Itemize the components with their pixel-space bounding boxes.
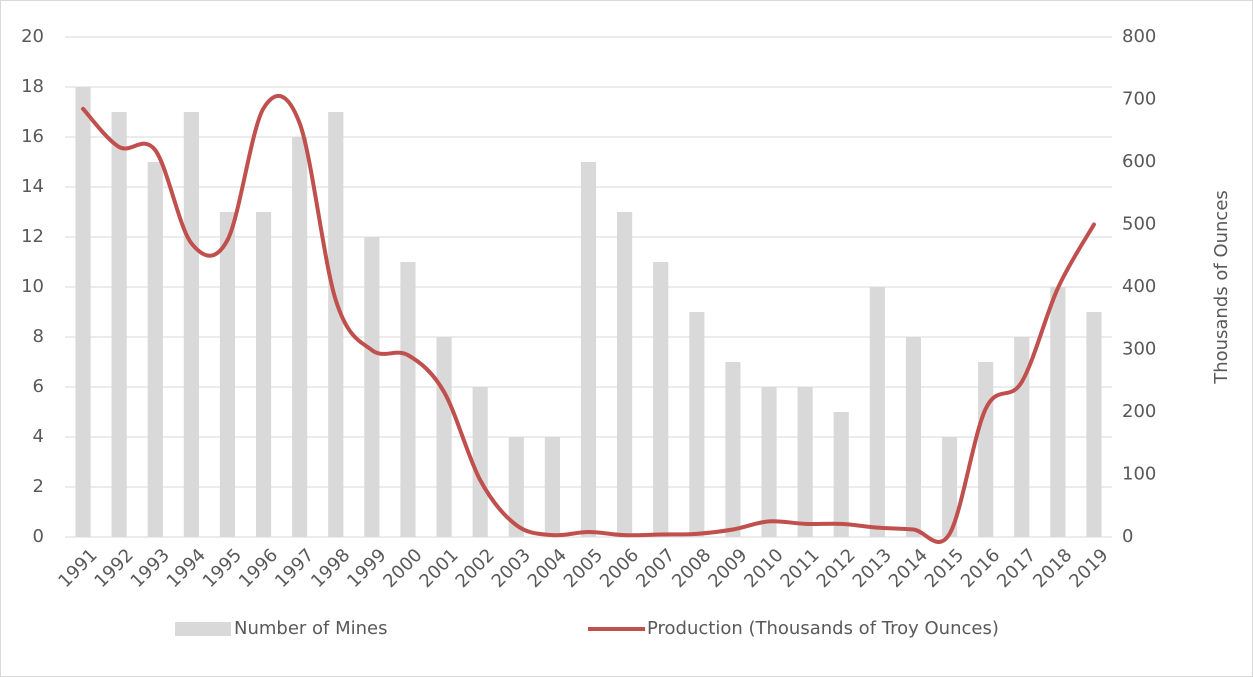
bar bbox=[617, 212, 633, 537]
bar bbox=[869, 287, 885, 537]
bar bbox=[653, 262, 669, 537]
y-tick-label: 2 bbox=[33, 476, 44, 497]
bar bbox=[1050, 287, 1066, 537]
y2-tick-label: 600 bbox=[1122, 151, 1156, 172]
y-tick-label: 10 bbox=[21, 276, 44, 297]
bar bbox=[580, 162, 597, 537]
bar bbox=[1086, 312, 1102, 537]
bar bbox=[292, 137, 308, 537]
y-tick-label: 6 bbox=[33, 376, 44, 397]
y2-tick-label: 400 bbox=[1122, 276, 1156, 297]
y-tick-label: 0 bbox=[33, 526, 44, 547]
y-tick-label: 16 bbox=[21, 126, 44, 147]
y-tick-label: 14 bbox=[21, 176, 44, 197]
y2-tick-label: 100 bbox=[1122, 464, 1156, 485]
y-tick-label: 4 bbox=[33, 426, 44, 447]
bar bbox=[255, 212, 272, 537]
y-tick-label: 20 bbox=[21, 26, 44, 47]
bar bbox=[183, 112, 199, 537]
y2-tick-label: 200 bbox=[1122, 401, 1156, 422]
legend-label: Number of Mines bbox=[234, 618, 388, 639]
bar bbox=[111, 112, 127, 537]
bar bbox=[328, 112, 344, 537]
y2-tick-label: 0 bbox=[1122, 526, 1133, 547]
bar bbox=[508, 437, 524, 537]
bar bbox=[544, 437, 560, 537]
bar bbox=[941, 437, 958, 537]
y-tick-label: 18 bbox=[21, 76, 44, 97]
bar bbox=[797, 387, 813, 537]
bar bbox=[147, 162, 163, 537]
y2-tick-label: 800 bbox=[1122, 26, 1156, 47]
y-tick-label: 12 bbox=[21, 226, 44, 247]
bar bbox=[761, 387, 777, 537]
y-tick-label: 8 bbox=[33, 326, 44, 347]
bar bbox=[689, 312, 705, 537]
bar bbox=[833, 412, 849, 537]
bar bbox=[725, 362, 741, 537]
y2-tick-label: 500 bbox=[1122, 214, 1156, 235]
bar bbox=[219, 212, 236, 537]
bar bbox=[364, 237, 380, 537]
legend-swatch bbox=[175, 622, 231, 636]
bar bbox=[978, 362, 994, 537]
legend-label: Production (Thousands of Troy Ounces) bbox=[647, 618, 999, 639]
y2-tick-label: 300 bbox=[1122, 339, 1156, 360]
y2-axis-title: Thousands of Ounces bbox=[1211, 190, 1232, 385]
bar bbox=[400, 262, 416, 537]
bar bbox=[436, 337, 452, 537]
bar bbox=[905, 337, 922, 537]
bar bbox=[472, 387, 488, 537]
y2-tick-label: 700 bbox=[1122, 89, 1156, 110]
bar bbox=[75, 87, 91, 537]
line bbox=[81, 93, 1096, 544]
